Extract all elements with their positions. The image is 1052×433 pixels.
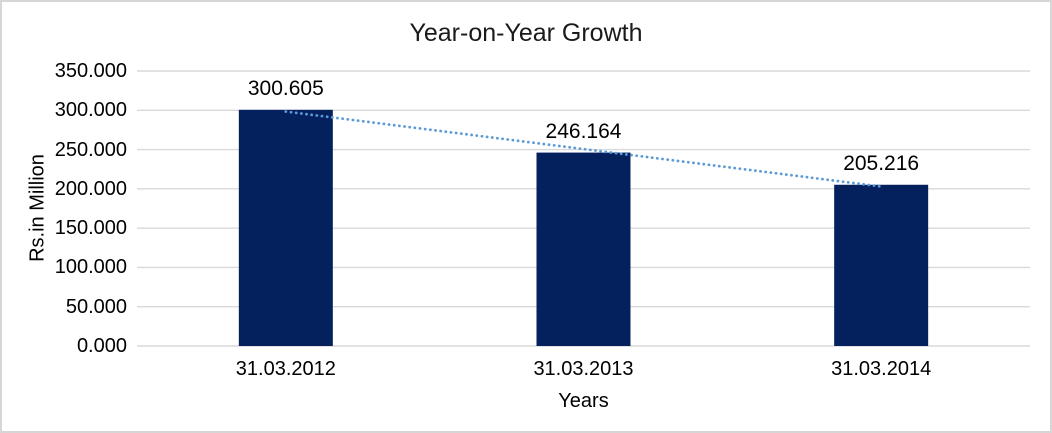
y-tick-label: 250.000 <box>54 138 127 161</box>
category-label: 31.03.2013 <box>533 358 634 380</box>
category-label: 31.03.2012 <box>235 358 336 380</box>
y-tick-label: 0.000 <box>76 335 127 357</box>
y-tick-label: 300.000 <box>54 99 127 122</box>
bar-31.03.2013 <box>536 152 631 346</box>
y-tick-label: 150.000 <box>54 217 127 240</box>
y-tick-label: 50.000 <box>65 295 127 318</box>
y-tick-label: 350.000 <box>54 60 127 82</box>
y-tick-label: 200.000 <box>54 177 127 200</box>
trendline <box>284 110 883 188</box>
chart-title: Year-on-Year Growth <box>409 19 643 47</box>
x-axis-title: Years <box>558 390 609 412</box>
data-label: 246.164 <box>545 119 622 143</box>
bar-31.03.2012 <box>238 109 333 346</box>
y-tick-label: 100.000 <box>54 256 127 279</box>
bar-31.03.2014 <box>834 184 929 346</box>
y-axis-title: Rs.in Million <box>26 154 49 262</box>
data-label: 300.605 <box>247 76 324 100</box>
data-label: 205.216 <box>843 151 920 175</box>
category-label: 31.03.2014 <box>831 358 932 380</box>
